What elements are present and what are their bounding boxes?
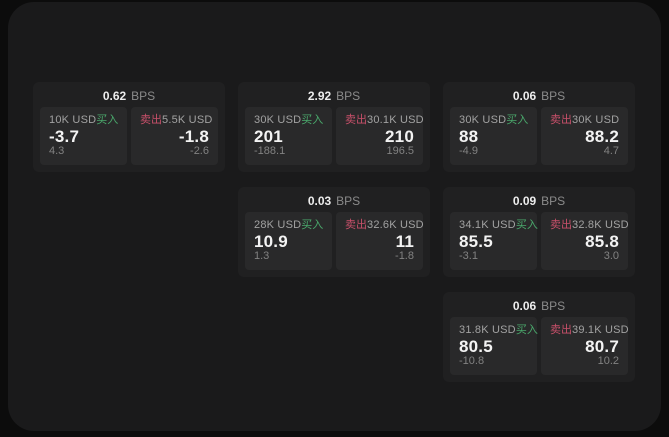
buy-sub-value: -188.1 <box>254 145 286 157</box>
buy-price: -3.7 <box>49 126 80 146</box>
buy-side-label: 买入 <box>301 219 324 231</box>
sell-notional: 32.8K USD <box>572 219 629 231</box>
sell-price: 85.8 <box>585 231 619 251</box>
sell-side-label: 卖出 <box>345 114 367 126</box>
sell-price: -1.8 <box>178 126 209 146</box>
sell-sub-value: 196.5 <box>386 145 414 157</box>
sell-notional: 32.6K USD <box>367 219 424 231</box>
buy-notional: 34.1K USD <box>459 219 516 231</box>
bps-unit-label: BPS <box>541 193 566 208</box>
buy-panel[interactable]: 10K USD 买入 -3.7 4.3 <box>40 107 127 165</box>
quote-card: 0.03 BPS 28K USD 买入 10.9 1.3 卖出 32.6K US… <box>238 187 430 277</box>
buy-price: 85.5 <box>459 231 493 251</box>
sell-panel[interactable]: 卖出 32.8K USD 85.8 3.0 <box>541 212 629 270</box>
sell-sub-value: 4.7 <box>603 145 619 157</box>
bps-unit-label: BPS <box>541 88 566 103</box>
buy-sell-panels: 28K USD 买入 10.9 1.3 卖出 32.6K USD 11 -1.8 <box>238 212 430 277</box>
buy-sell-panels: 34.1K USD 买入 85.5 -3.1 卖出 32.8K USD 85.8… <box>443 212 635 277</box>
sell-price: 210 <box>385 126 414 146</box>
sell-notional: 30K USD <box>572 114 620 126</box>
buy-sell-panels: 30K USD 买入 88 -4.9 卖出 30K USD 88.2 4.7 <box>443 107 635 172</box>
sell-notional: 5.5K USD <box>162 114 213 126</box>
quote-card: 2.92 BPS 30K USD 买入 201 -188.1 卖出 30.1K … <box>238 82 430 172</box>
sell-side-label: 卖出 <box>550 114 572 126</box>
sell-sub-value: 3.0 <box>603 250 619 262</box>
quote-card: 0.06 BPS 30K USD 买入 88 -4.9 卖出 30K USD <box>443 82 635 172</box>
sell-price: 11 <box>395 231 414 251</box>
sell-side-label: 卖出 <box>550 324 572 336</box>
buy-sell-panels: 30K USD 买入 201 -188.1 卖出 30.1K USD 210 1… <box>238 107 430 172</box>
buy-panel[interactable]: 28K USD 买入 10.9 1.3 <box>245 212 332 270</box>
buy-price: 10.9 <box>254 231 288 251</box>
buy-price: 80.5 <box>459 336 493 356</box>
buy-notional: 30K USD <box>254 114 302 126</box>
bps-value: 2.92 <box>307 88 332 103</box>
sell-sub-value: 10.2 <box>597 355 619 367</box>
buy-side-label: 买入 <box>301 114 324 126</box>
sell-side-label: 卖出 <box>345 219 367 231</box>
bps-value: 0.06 <box>512 298 537 313</box>
sell-sub-value: -1.8 <box>395 250 414 262</box>
quote-card: 0.09 BPS 34.1K USD 买入 85.5 -3.1 卖出 32.8K… <box>443 187 635 277</box>
sell-price: 80.7 <box>585 336 619 356</box>
sell-side-label: 卖出 <box>550 219 572 231</box>
card-header: 0.09 BPS <box>443 187 635 212</box>
bps-unit-label: BPS <box>336 193 361 208</box>
buy-sub-value: 4.3 <box>49 145 65 157</box>
buy-sub-value: -4.9 <box>459 145 478 157</box>
bps-value: 0.62 <box>102 88 127 103</box>
buy-notional: 30K USD <box>459 114 507 126</box>
quotes-board-panel: 0.62 BPS 10K USD 买入 -3.7 4.3 卖出 5.5K USD <box>8 2 661 431</box>
buy-side-label: 买入 <box>515 324 538 336</box>
bps-unit-label: BPS <box>131 88 156 103</box>
buy-sell-panels: 10K USD 买入 -3.7 4.3 卖出 5.5K USD -1.8 -2.… <box>33 107 225 172</box>
buy-side-label: 买入 <box>96 114 119 126</box>
card-header: 0.06 BPS <box>443 292 635 317</box>
buy-sub-value: -10.8 <box>459 355 485 367</box>
buy-notional: 31.8K USD <box>459 324 516 336</box>
buy-panel[interactable]: 31.8K USD 买入 80.5 -10.8 <box>450 317 538 375</box>
bps-value: 0.03 <box>307 193 332 208</box>
buy-sub-value: -3.1 <box>459 250 478 262</box>
sell-panel[interactable]: 卖出 30.1K USD 210 196.5 <box>336 107 424 165</box>
buy-panel[interactable]: 30K USD 买入 88 -4.9 <box>450 107 537 165</box>
bps-unit-label: BPS <box>541 298 566 313</box>
sell-panel[interactable]: 卖出 30K USD 88.2 4.7 <box>541 107 628 165</box>
buy-panel[interactable]: 34.1K USD 买入 85.5 -3.1 <box>450 212 538 270</box>
buy-price: 201 <box>254 126 283 146</box>
sell-price: 88.2 <box>585 126 619 146</box>
bps-value: 0.09 <box>512 193 537 208</box>
card-header: 0.06 BPS <box>443 82 635 107</box>
sell-notional: 39.1K USD <box>572 324 629 336</box>
buy-side-label: 买入 <box>506 114 529 126</box>
bps-value: 0.06 <box>512 88 537 103</box>
bps-unit-label: BPS <box>336 88 361 103</box>
buy-notional: 10K USD <box>49 114 97 126</box>
sell-panel[interactable]: 卖出 32.6K USD 11 -1.8 <box>336 212 424 270</box>
buy-notional: 28K USD <box>254 219 302 231</box>
buy-panel[interactable]: 30K USD 买入 201 -188.1 <box>245 107 332 165</box>
buy-sell-panels: 31.8K USD 买入 80.5 -10.8 卖出 39.1K USD 80.… <box>443 317 635 382</box>
quote-card-grid: 0.62 BPS 10K USD 买入 -3.7 4.3 卖出 5.5K USD <box>33 82 635 382</box>
quote-card: 0.62 BPS 10K USD 买入 -3.7 4.3 卖出 5.5K USD <box>33 82 225 172</box>
card-header: 0.62 BPS <box>33 82 225 107</box>
card-header: 2.92 BPS <box>238 82 430 107</box>
sell-panel[interactable]: 卖出 39.1K USD 80.7 10.2 <box>541 317 629 375</box>
buy-side-label: 买入 <box>515 219 538 231</box>
quote-card: 0.06 BPS 31.8K USD 买入 80.5 -10.8 卖出 39.1… <box>443 292 635 382</box>
sell-sub-value: -2.6 <box>190 145 209 157</box>
card-header: 0.03 BPS <box>238 187 430 212</box>
sell-notional: 30.1K USD <box>367 114 424 126</box>
buy-price: 88 <box>459 126 479 146</box>
buy-sub-value: 1.3 <box>254 250 270 262</box>
sell-side-label: 卖出 <box>140 114 162 126</box>
sell-panel[interactable]: 卖出 5.5K USD -1.8 -2.6 <box>131 107 218 165</box>
